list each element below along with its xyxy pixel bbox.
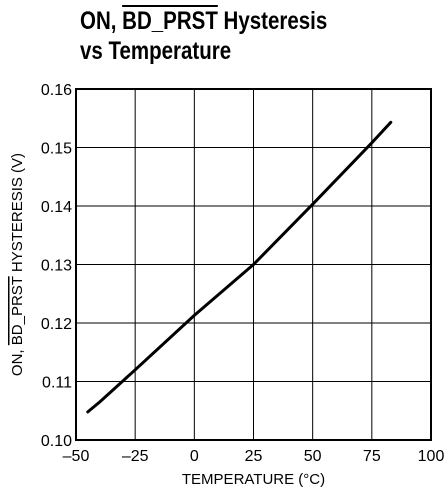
x-tick-label: –50 bbox=[63, 448, 90, 465]
y-tick-label: 0.10 bbox=[41, 433, 72, 450]
x-tick-label: 0 bbox=[190, 448, 199, 465]
x-tick-label: 50 bbox=[304, 448, 322, 465]
y-tick-label: 0.13 bbox=[41, 258, 72, 275]
series-line bbox=[86, 120, 393, 414]
x-tick-labels: –50 –25 0 25 50 75 100 bbox=[63, 448, 445, 465]
y-label-part: HYSTERESIS (V) bbox=[9, 153, 26, 276]
title-line2: vs Temperature bbox=[80, 37, 232, 65]
y-label-overlined: BD_PRST bbox=[9, 276, 26, 345]
x-axis-label: TEMPERATURE (°C) bbox=[182, 471, 325, 488]
chart-title: ON, BD_PRST Hysteresis vs Temperature bbox=[80, 6, 327, 66]
x-tick-label: 25 bbox=[245, 448, 263, 465]
y-tick-labels: 0.10 0.11 0.12 0.13 0.14 0.15 0.16 bbox=[41, 82, 72, 450]
x-tick-label: 75 bbox=[363, 448, 381, 465]
plot-frame bbox=[75, 88, 432, 441]
y-label-part: ON, bbox=[9, 345, 26, 376]
title-line1: ON, BD_PRST Hysteresis bbox=[80, 7, 328, 35]
y-tick-label: 0.11 bbox=[42, 375, 72, 392]
y-tick-label: 0.16 bbox=[41, 82, 72, 99]
y-tick-label: 0.14 bbox=[41, 199, 72, 216]
x-tick-label: –25 bbox=[122, 448, 149, 465]
chart-grid bbox=[76, 89, 431, 440]
y-tick-label: 0.15 bbox=[41, 141, 72, 158]
y-tick-label: 0.12 bbox=[41, 316, 72, 333]
x-tick-label: 100 bbox=[418, 448, 445, 465]
y-axis-label: ON, BD_PRST HYSTERESIS (V) bbox=[9, 153, 26, 376]
